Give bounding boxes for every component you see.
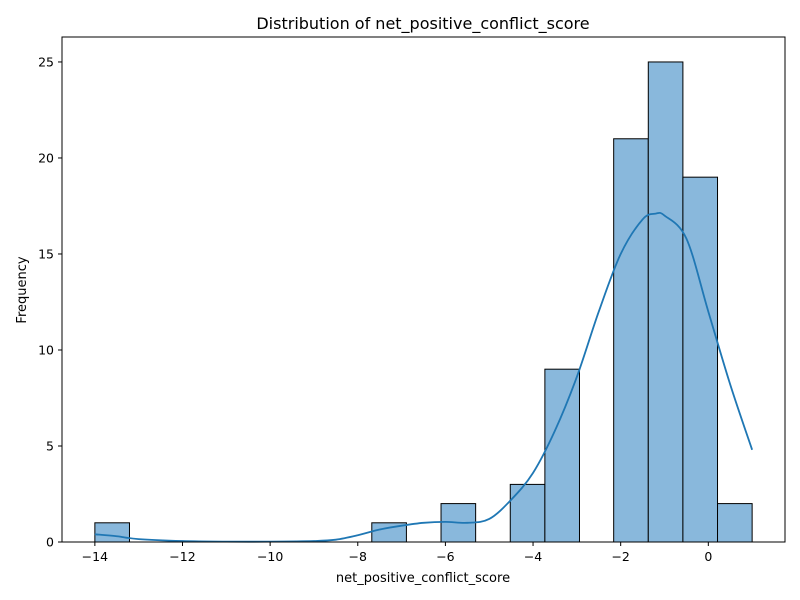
y-axis: 0 5 10 15 20 25 [38,54,62,550]
y-tick-label: 5 [46,438,54,453]
x-tick-label: −14 [82,549,108,564]
y-tick-label: 15 [38,246,54,261]
histogram-bar [613,138,649,543]
x-tick-label: 0 [704,549,712,564]
x-tick-label: −4 [524,549,542,564]
x-tick-label: −2 [611,549,629,564]
y-tick-label: 0 [46,535,54,550]
x-axis-label: net_positive_conflict_score [336,571,510,586]
x-tick-label: −12 [169,549,195,564]
histogram-bar [717,503,753,543]
histogram-bar [647,61,684,543]
plot-frame [61,36,786,543]
y-tick-label: 10 [38,342,54,357]
histogram-bar [509,483,546,543]
chart-title: Distribution of net_positive_conflict_sc… [256,14,589,34]
x-tick-label: −6 [436,549,454,564]
x-axis: −14 −12 −10 −8 −6 −4 −2 0 [82,542,712,564]
x-tick-label: −8 [349,549,367,564]
y-tick-label: 20 [38,150,54,165]
y-tick-label: 25 [38,54,54,69]
x-tick-label: −10 [257,549,283,564]
histogram-bar [94,522,130,543]
y-axis-label: Frequency [15,256,30,323]
histogram-bar [544,368,580,543]
histogram-bar [682,176,719,543]
bars-layer [94,61,753,543]
